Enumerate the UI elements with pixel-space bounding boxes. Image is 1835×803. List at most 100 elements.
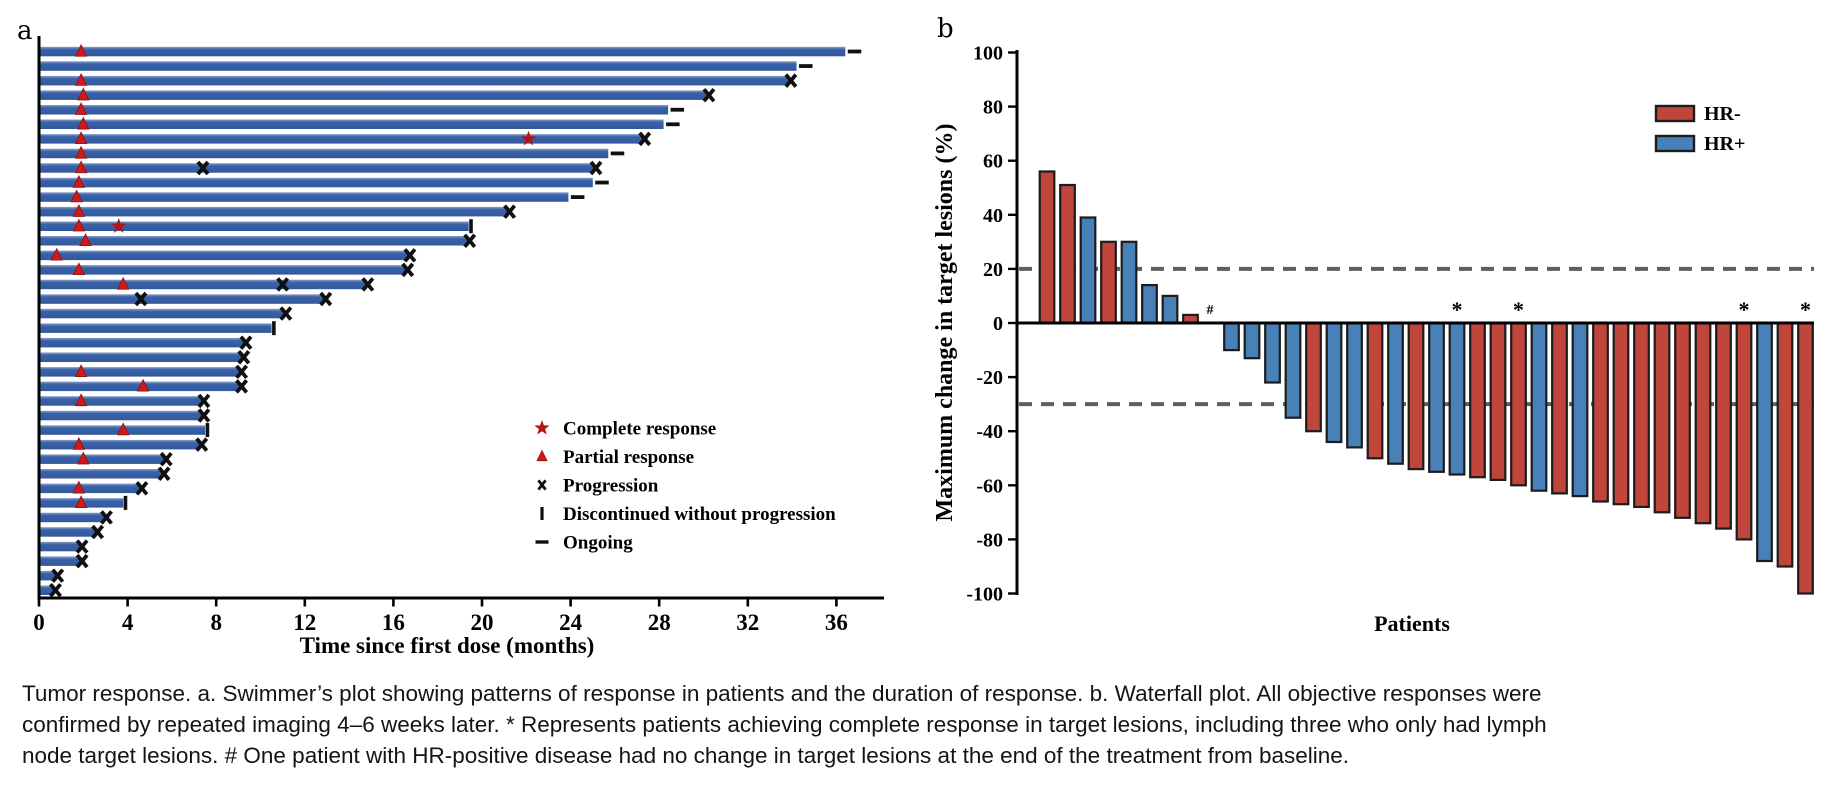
swimmer-bar xyxy=(40,119,664,129)
waterfall-bar xyxy=(1489,321,1507,481)
legend-label: Complete response xyxy=(563,419,716,440)
swimmer-bar xyxy=(40,90,708,100)
x-tick-label: 16 xyxy=(382,610,405,635)
partial-response-triangle-icon xyxy=(116,422,130,436)
x-tick-label: 28 xyxy=(648,610,671,635)
swimmer-bar xyxy=(40,206,509,217)
ongoing-dash-icon xyxy=(610,151,625,156)
swimmer-bar xyxy=(40,148,609,159)
partial-response-triangle-icon xyxy=(77,87,90,101)
progression-cross-icon xyxy=(361,277,375,292)
progression-cross-icon xyxy=(99,510,113,525)
partial-response-triangle-icon xyxy=(72,480,86,494)
legend-star-icon xyxy=(534,420,550,435)
progression-cross-icon xyxy=(235,364,249,380)
swimmer-bar xyxy=(40,308,285,319)
swimmer-bar xyxy=(40,512,106,523)
progression-cross-icon xyxy=(503,204,517,219)
progression-cross-icon xyxy=(403,248,417,263)
partial-response-triangle-icon xyxy=(74,160,88,174)
legend-label: Progression xyxy=(563,476,659,497)
legend-vbar-icon xyxy=(540,507,544,520)
waterfall-bar xyxy=(1120,240,1138,325)
y-tick-label: 100 xyxy=(973,43,1003,65)
swimmer-bar xyxy=(40,483,141,494)
partial-response-triangle-icon xyxy=(74,393,88,407)
swimmer-bar xyxy=(40,177,593,188)
partial-response-triangle-icon xyxy=(72,262,86,276)
swimmer-bar xyxy=(40,469,163,479)
y-tick-label: -60 xyxy=(976,475,1003,497)
progression-cross-icon xyxy=(157,466,171,481)
waterfall-bar xyxy=(1387,321,1404,465)
x-tick-label: 24 xyxy=(559,610,583,635)
complete-response-asterisk: * xyxy=(1452,297,1463,322)
progression-cross-icon xyxy=(135,481,149,496)
waterfall-bar xyxy=(1448,321,1466,476)
waterfall-bar xyxy=(1469,321,1486,479)
complete-response-star-icon xyxy=(110,218,127,233)
waterfall-bar xyxy=(1674,321,1691,519)
swimmer-bar xyxy=(40,163,595,173)
partial-response-triangle-icon xyxy=(116,276,130,290)
x-tick-label: 8 xyxy=(210,610,222,635)
waterfall-bar xyxy=(1797,321,1814,595)
y-tick-label: -20 xyxy=(976,367,1003,389)
waterfall-bar xyxy=(1633,321,1650,508)
swimmer-bar xyxy=(40,134,644,144)
waterfall-bar xyxy=(1161,294,1179,325)
swimmer-bar xyxy=(40,105,669,115)
y-tick-label: 20 xyxy=(983,259,1003,281)
swimmer-bar xyxy=(40,541,82,552)
progression-cross-icon xyxy=(589,160,603,176)
caption-line-1: Tumor response. a. Swimmer’s plot showin… xyxy=(22,681,1542,706)
x-tick-label: 32 xyxy=(736,610,759,635)
progression-cross-icon xyxy=(49,583,62,598)
progression-cross-icon xyxy=(75,553,89,569)
partial-response-triangle-icon xyxy=(74,131,88,145)
partial-response-triangle-icon xyxy=(74,102,88,115)
swimmer-bar xyxy=(40,323,272,333)
waterfall-bar xyxy=(1551,321,1568,495)
figure-canvas: 0 4 8 12 16 20 24 28 32 36 Time since first dose (… xyxy=(33,36,1814,658)
progression-cross-icon xyxy=(134,291,148,307)
y-tick-label: 40 xyxy=(983,205,1003,227)
partial-response-triangle-icon xyxy=(72,436,86,450)
progression-cross-icon xyxy=(91,524,105,540)
progression-cross-icon xyxy=(702,87,716,103)
waterfall-bar xyxy=(1530,321,1548,492)
partial-response-triangle-icon xyxy=(74,364,88,377)
legend-label: Discontinued without progression xyxy=(563,504,836,525)
waterfall-bar xyxy=(1100,240,1117,325)
swimmer-bar xyxy=(40,454,166,464)
progression-cross-icon xyxy=(195,437,209,452)
discontinued-bar-icon xyxy=(469,219,473,234)
legend-label: Partial response xyxy=(563,447,694,468)
partial-response-triangle-icon xyxy=(72,218,86,232)
y-tick-label: 0 xyxy=(993,313,1003,335)
progression-cross-icon xyxy=(235,379,249,394)
partial-response-triangle-icon xyxy=(72,174,86,188)
partial-response-triangle-icon xyxy=(136,378,150,392)
legend-dash-icon xyxy=(535,540,549,544)
waterfall-bar xyxy=(1510,321,1527,487)
ongoing-dash-icon xyxy=(670,107,685,112)
ongoing-dash-icon xyxy=(847,49,862,54)
progression-cross-icon xyxy=(784,73,798,88)
ongoing-dash-icon xyxy=(570,195,585,199)
panel-b-label: b xyxy=(937,14,954,44)
swimmer-bar xyxy=(40,294,325,304)
swimmer-bar xyxy=(40,367,241,377)
progression-cross-icon xyxy=(279,306,293,321)
swimmer-bar xyxy=(40,250,409,261)
waterfall-bar xyxy=(1346,321,1363,449)
legend-triangle-icon xyxy=(536,449,548,462)
y-tick-label: -100 xyxy=(966,584,1003,606)
x-axis-title: Patients xyxy=(1374,611,1450,636)
discontinued-bar-icon xyxy=(272,321,276,336)
progression-cross-icon xyxy=(401,262,415,278)
legend-swatch xyxy=(1654,104,1696,123)
swimmer-bar xyxy=(40,585,55,595)
waterfall-bar xyxy=(1243,321,1261,360)
